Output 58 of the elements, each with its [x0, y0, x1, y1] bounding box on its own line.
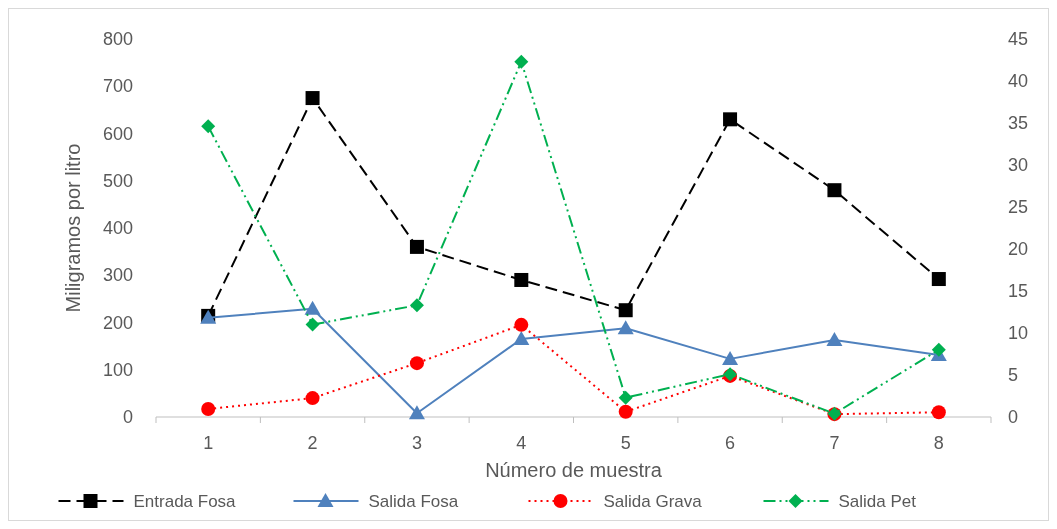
- y-tick-label: 400: [102, 218, 133, 238]
- point: [305, 91, 320, 106]
- x-tick-label: 5: [620, 433, 631, 453]
- y2-tick-label: 35: [1008, 113, 1029, 133]
- point: [618, 303, 633, 318]
- point: [931, 342, 946, 357]
- legend-label: Salida Grava: [603, 492, 703, 511]
- point: [827, 183, 842, 198]
- x-tick-label: 3: [411, 433, 422, 453]
- point: [514, 54, 529, 69]
- legend-label: Salida Fosa: [368, 492, 459, 511]
- point: [409, 298, 424, 313]
- point: [722, 350, 739, 365]
- point: [305, 317, 320, 332]
- x-axis-title: Número de muestra: [485, 459, 663, 481]
- y-tick-label: 200: [102, 312, 133, 333]
- y2-tick-label: 15: [1008, 281, 1029, 301]
- point: [617, 320, 634, 335]
- point: [931, 272, 946, 287]
- point: [304, 300, 321, 315]
- x-tick-label: 1: [203, 433, 214, 453]
- point: [408, 405, 425, 420]
- x-tick-label: 7: [829, 433, 840, 453]
- y2-tick-label: 30: [1008, 155, 1029, 175]
- point: [409, 239, 424, 254]
- y2-tick-label: 40: [1008, 71, 1029, 91]
- y-tick-label: 700: [102, 76, 133, 97]
- y-tick-label: 0: [122, 407, 133, 427]
- y-axis-title: Miligramos por litro: [62, 143, 84, 313]
- y2-tick-label: 0: [1008, 407, 1019, 427]
- point: [513, 331, 530, 346]
- point: [931, 405, 946, 420]
- point: [514, 272, 529, 287]
- point: [201, 401, 216, 416]
- y-tick-label: 500: [102, 170, 133, 191]
- y2-tick-label: 25: [1008, 197, 1029, 217]
- point: [201, 119, 216, 134]
- y-tick-label: 800: [102, 29, 133, 49]
- y-tick-label: 300: [102, 265, 133, 286]
- y-tick-label: 100: [102, 359, 133, 380]
- x-tick-label: 6: [725, 433, 736, 453]
- y2-tick-label: 45: [1008, 29, 1029, 49]
- y2-tick-label: 10: [1008, 323, 1029, 343]
- y2-tick-label: 5: [1008, 365, 1019, 385]
- point: [723, 112, 738, 127]
- x-tick-label: 8: [933, 433, 944, 453]
- x-tick-label: 4: [516, 433, 527, 453]
- x-tick-label: 2: [307, 433, 318, 453]
- point: [514, 317, 529, 332]
- legend-label: Salida Pet: [838, 492, 917, 511]
- point: [826, 331, 843, 346]
- legend-label: Entrada Fosa: [133, 492, 237, 511]
- point: [618, 404, 633, 419]
- y2-tick-label: 20: [1008, 239, 1029, 259]
- point: [305, 391, 320, 406]
- point: [618, 390, 633, 405]
- point: [409, 356, 424, 371]
- y-tick-label: 600: [102, 123, 133, 144]
